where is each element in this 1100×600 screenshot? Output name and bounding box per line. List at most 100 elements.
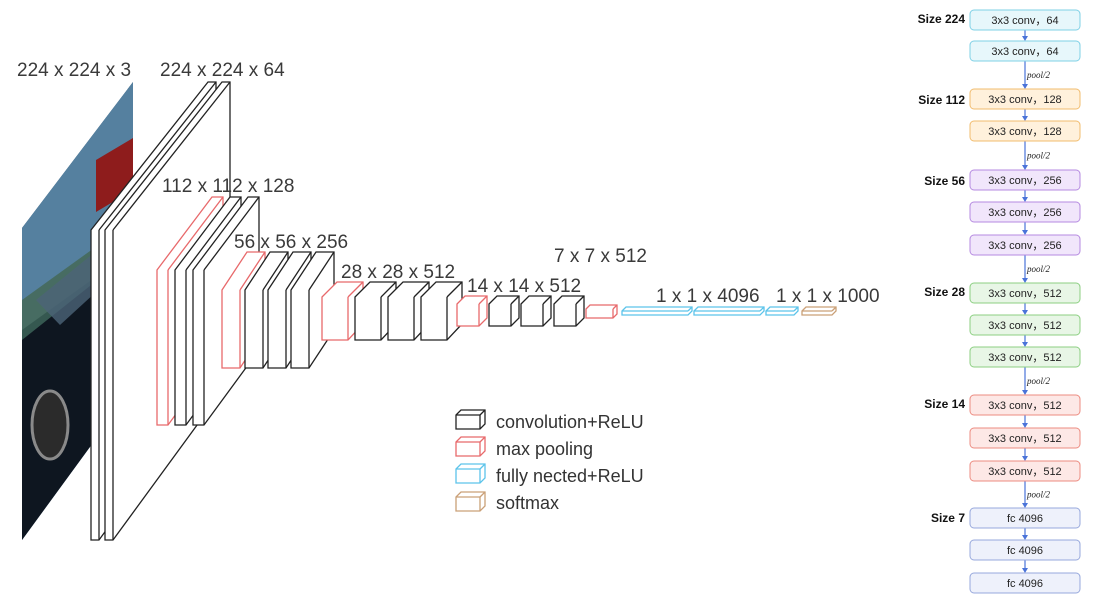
flow-box: 3x3 conv，512 [969, 314, 1081, 336]
flow-arrow-head [1022, 197, 1028, 202]
flow-box-rect [969, 201, 1081, 223]
flow-box: 3x3 conv，512 [969, 346, 1081, 368]
flow-box-label: 3x3 conv，512 [988, 466, 1061, 478]
flow-box: 3x3 conv，512 [969, 282, 1081, 304]
size-label-7: Size 7 [931, 511, 965, 525]
flow-box: fc 4096 [969, 507, 1081, 529]
flow-box: 3x3 conv，512 [969, 394, 1081, 416]
flow-box-label: fc 4096 [1007, 578, 1043, 590]
flow-box: 3x3 conv，64 [969, 9, 1081, 31]
flow-arrow-head [1022, 36, 1028, 41]
flow-box-label: 3x3 conv，512 [988, 433, 1061, 445]
legend-swatch-fc [455, 463, 486, 484]
flow-box-rect [969, 346, 1081, 368]
flow-box-rect [969, 507, 1081, 529]
flow-box: 3x3 conv，64 [969, 40, 1081, 62]
pool-label: pool/2 [1026, 376, 1051, 386]
flow-box-label: fc 4096 [1007, 545, 1043, 557]
size-label-28: Size 28 [924, 285, 965, 299]
block-112 [156, 196, 260, 426]
flow-arrow-head [1022, 116, 1028, 121]
flow-arrow-head [1022, 278, 1028, 283]
block-28 [321, 281, 463, 341]
legend-swatch-pool [455, 436, 486, 457]
dim-label-input: 224 x 224 x 3 [17, 60, 131, 81]
size-label-56: Size 56 [924, 174, 965, 188]
flow-box-label: 3x3 conv，256 [988, 175, 1061, 187]
flow-box-rect [969, 88, 1081, 110]
legend-label-fc: fully nected+ReLU [496, 466, 644, 486]
flowchart-pool-labels: pool/2 pool/2 pool/2 pool/2 pool/2 [1026, 70, 1051, 500]
block-14 [456, 295, 585, 327]
dim-label-28: 28 x 28 x 512 [341, 262, 455, 283]
flow-box-rect [969, 9, 1081, 31]
flow-box: 3x3 conv，256 [969, 234, 1081, 256]
legend-swatch-conv [455, 409, 486, 430]
flow-arrow-head [1022, 165, 1028, 170]
flow-box-label: 3x3 conv，256 [988, 207, 1061, 219]
flow-arrow-head [1022, 535, 1028, 540]
flowchart-arrows [1022, 30, 1028, 573]
flowchart-boxes: 3x3 conv，64 3x3 conv，64 3x3 conv，128 3x3 co… [969, 9, 1081, 594]
flow-box-label: 3x3 conv，512 [988, 288, 1061, 300]
flow-box-label: 3x3 conv，512 [988, 352, 1061, 364]
dim-label-224: 224 x 224 x 64 [160, 60, 285, 81]
flow-box-rect [969, 282, 1081, 304]
flow-box-rect [969, 169, 1081, 191]
fc-slabs [621, 306, 837, 316]
legend: convolution+ReLU max pooling fully necte… [455, 409, 644, 513]
flow-arrow-head [1022, 342, 1028, 347]
dim-label-14: 14 x 14 x 512 [467, 276, 581, 297]
pool-label: pool/2 [1026, 490, 1051, 500]
flow-box-rect [969, 394, 1081, 416]
legend-label-conv: convolution+ReLU [496, 412, 644, 432]
flow-box-rect [969, 314, 1081, 336]
flow-box: fc 4096 [969, 539, 1081, 561]
pool-label: pool/2 [1026, 151, 1051, 161]
pool-label: pool/2 [1026, 70, 1051, 80]
flow-box: 3x3 conv，256 [969, 169, 1081, 191]
flow-box-label: 3x3 conv，256 [988, 240, 1061, 252]
dim-label-112: 112 x 112 x 128 [162, 176, 294, 197]
legend-label-pool: max pooling [496, 439, 593, 459]
size-label-224: Size 224 [918, 12, 966, 26]
flow-arrow-head [1022, 568, 1028, 573]
size-label-112: Size 112 [918, 93, 965, 107]
flow-box-rect [969, 460, 1081, 482]
flow-box-label: fc 4096 [1007, 513, 1043, 525]
flow-box: 3x3 conv，256 [969, 201, 1081, 223]
pool-label: pool/2 [1026, 264, 1051, 274]
flow-arrow-head [1022, 84, 1028, 89]
flow-box-rect [969, 427, 1081, 449]
dim-label-56: 56 x 56 x 256 [234, 232, 348, 253]
dim-label-fc: 1 x 1 x 4096 [656, 286, 760, 307]
flow-arrow-head [1022, 230, 1028, 235]
flow-box-label: 3x3 conv，64 [991, 46, 1058, 58]
flow-arrow-head [1022, 310, 1028, 315]
flow-arrow-head [1022, 503, 1028, 508]
size-label-14: Size 14 [924, 397, 965, 411]
flow-box: 3x3 conv，128 [969, 88, 1081, 110]
flow-box-rect [969, 572, 1081, 594]
legend-label-softmax: softmax [496, 493, 559, 513]
flow-arrow-head [1022, 423, 1028, 428]
flow-box-rect [969, 234, 1081, 256]
flow-box-rect [969, 539, 1081, 561]
flow-box: 3x3 conv，512 [969, 460, 1081, 482]
block-56 [221, 251, 335, 369]
flow-box: 3x3 conv，128 [969, 120, 1081, 142]
flow-box: fc 4096 [969, 572, 1081, 594]
flow-box-rect [969, 120, 1081, 142]
flow-box-rect [969, 40, 1081, 62]
flow-box-label: 3x3 conv，128 [988, 94, 1061, 106]
flow-arrow-head [1022, 390, 1028, 395]
flow-box-label: 3x3 conv，64 [991, 15, 1058, 27]
block-7-pool [585, 304, 618, 319]
flow-box-label: 3x3 conv，128 [988, 126, 1061, 138]
flow-box: 3x3 conv，512 [969, 427, 1081, 449]
legend-swatch-softmax [455, 491, 486, 512]
dim-label-7: 7 x 7 x 512 [554, 246, 647, 267]
flow-box-label: 3x3 conv，512 [988, 320, 1061, 332]
flow-arrow-head [1022, 456, 1028, 461]
